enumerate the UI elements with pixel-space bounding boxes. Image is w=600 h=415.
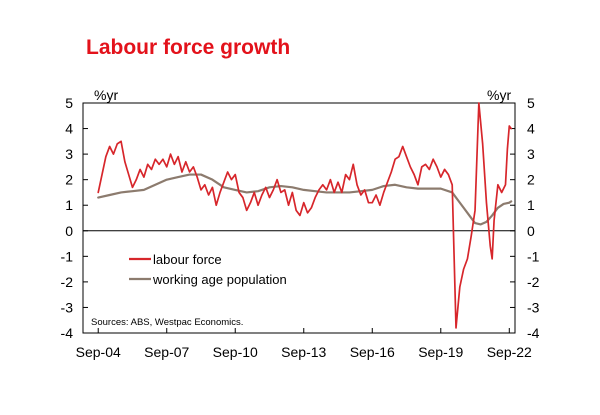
y-tick-label-left: -1 xyxy=(61,248,74,264)
series-layer xyxy=(97,102,513,329)
x-tick-label: Sep-16 xyxy=(350,344,395,360)
y-tick-label-right: -3 xyxy=(527,299,540,315)
y-tick-label-left: 4 xyxy=(65,121,73,137)
y-tick-label-right: 5 xyxy=(527,95,535,111)
legend-label-working-age-population: working age population xyxy=(152,272,287,287)
x-tick-label: Sep-04 xyxy=(76,344,121,360)
y-tick-label-right: -2 xyxy=(527,274,540,290)
y-tick-label-left: -2 xyxy=(61,274,74,290)
y-tick-label-left: -4 xyxy=(61,325,74,341)
y-tick-label-left: 3 xyxy=(65,146,73,162)
y-tick-label-right: 1 xyxy=(527,197,535,213)
plot-frame xyxy=(82,102,516,334)
chart-title: Labour force growth xyxy=(86,36,290,59)
x-tick-label: Sep-13 xyxy=(281,344,326,360)
y-unit-left: %yr xyxy=(94,87,118,103)
y-tick-label-right: -4 xyxy=(527,325,540,341)
y-tick-label-left: -3 xyxy=(61,299,74,315)
x-tick-label: Sep-19 xyxy=(418,344,463,360)
series-line-labour-force xyxy=(97,102,513,329)
source-note: Sources: ABS, Westpac Economics. xyxy=(91,317,243,328)
y-tick-label-left: 5 xyxy=(65,95,73,111)
x-tick-label: Sep-22 xyxy=(487,344,532,360)
y-tick-label-left: 1 xyxy=(65,197,73,213)
x-tick-label: Sep-07 xyxy=(144,344,189,360)
legend: labour force working age population xyxy=(129,252,287,287)
y-tick-label-left: 2 xyxy=(65,172,73,188)
x-tick-label: Sep-10 xyxy=(213,344,258,360)
y-tick-label-right: 3 xyxy=(527,146,535,162)
y-tick-label-left: 0 xyxy=(65,223,73,239)
y-tick-label-right: 2 xyxy=(527,172,535,188)
y-tick-label-right: -1 xyxy=(527,248,540,264)
series-line-working-age-population xyxy=(97,173,513,226)
y-unit-right: %yr xyxy=(487,87,511,103)
y-tick-label-right: 0 xyxy=(527,223,535,239)
y-tick-label-right: 4 xyxy=(527,121,535,137)
legend-label-labour-force: labour force xyxy=(153,252,222,267)
